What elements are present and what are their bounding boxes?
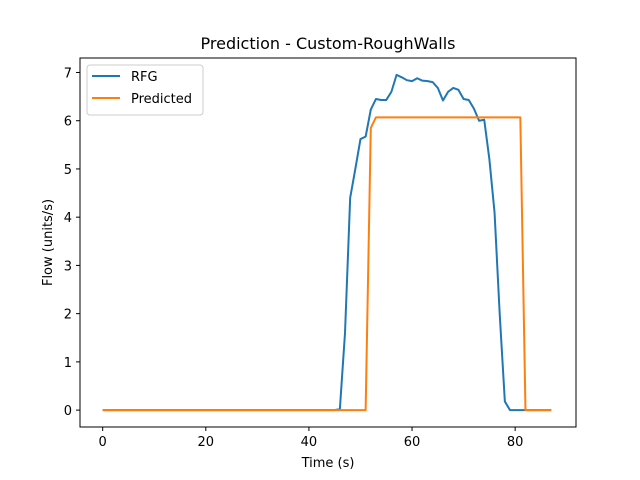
x-tick-label: 40 bbox=[301, 435, 318, 450]
y-axis-ticks: 0 1 2 3 4 5 6 7 bbox=[64, 66, 80, 419]
y-tick-label: 3 bbox=[64, 259, 72, 274]
y-tick-label: 4 bbox=[64, 211, 72, 226]
legend: RFG Predicted bbox=[86, 64, 204, 116]
x-tick-label: 0 bbox=[99, 435, 107, 450]
legend-label-predicted: Predicted bbox=[131, 92, 192, 107]
legend-box bbox=[86, 64, 204, 116]
y-tick-label: 5 bbox=[64, 163, 72, 178]
y-tick-label: 0 bbox=[64, 404, 72, 419]
y-tick-label: 7 bbox=[64, 66, 72, 81]
x-tick-label: 80 bbox=[507, 435, 524, 450]
x-axis-label: Time (s) bbox=[301, 456, 355, 471]
series-line-predicted bbox=[102, 116, 552, 412]
y-axis-label: Flow (units/s) bbox=[41, 199, 56, 286]
y-tick-label: 1 bbox=[64, 356, 72, 371]
chart-title: Prediction - Custom-RoughWalls bbox=[201, 34, 456, 53]
x-tick-label: 60 bbox=[404, 435, 421, 450]
y-tick-label: 6 bbox=[64, 115, 72, 130]
series-layer bbox=[102, 73, 552, 412]
y-tick-label: 2 bbox=[64, 308, 72, 323]
plot-frame bbox=[79, 57, 577, 428]
series-line-rfg bbox=[102, 73, 552, 412]
x-tick-label: 20 bbox=[198, 435, 215, 450]
x-axis-ticks: 0 20 40 60 80 bbox=[99, 427, 524, 450]
legend-label-rfg: RFG bbox=[131, 70, 158, 85]
